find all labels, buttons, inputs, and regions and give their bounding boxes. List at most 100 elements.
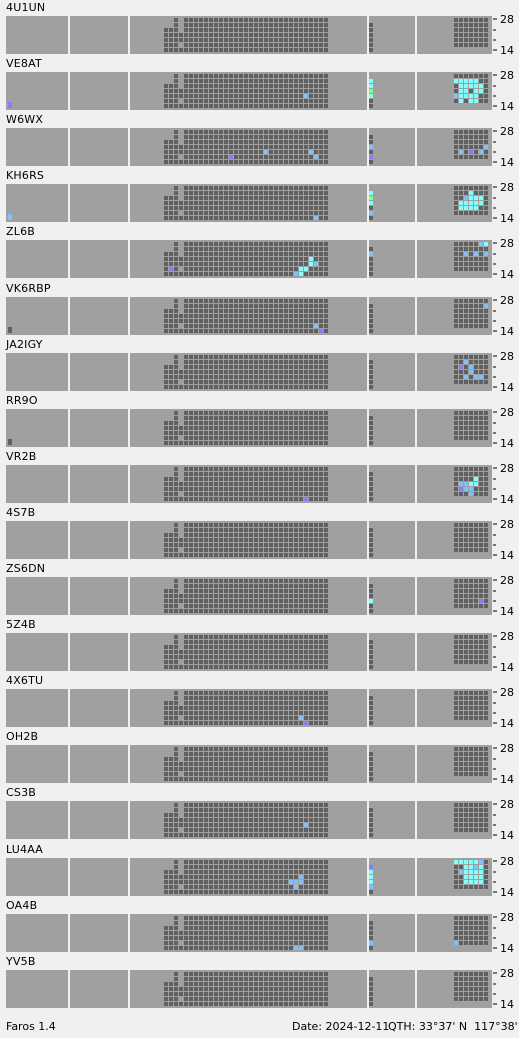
- schedule-cell: [264, 384, 268, 389]
- schedule-cell: [274, 486, 278, 491]
- schedule-cell: [474, 818, 478, 823]
- schedule-cell: [299, 89, 303, 94]
- schedule-cell: [484, 874, 488, 879]
- schedule-cell: [319, 808, 323, 813]
- schedule-cell: [194, 313, 198, 318]
- schedule-cell: [209, 645, 213, 650]
- schedule-cell: [234, 808, 238, 813]
- schedule-cell: [199, 364, 203, 369]
- schedule-cell: [169, 150, 173, 155]
- schedule-cell: [169, 48, 173, 52]
- schedule-cell: [219, 930, 223, 935]
- schedule-cell: [184, 242, 188, 247]
- schedule-cell: [309, 481, 313, 486]
- band-panel: [369, 296, 415, 335]
- schedule-cell: [274, 635, 278, 640]
- schedule-cell: [214, 48, 218, 52]
- schedule-cell: [194, 609, 198, 613]
- schedule-cell: [474, 940, 478, 945]
- schedule-cell: [479, 522, 483, 527]
- schedule-cell: [239, 818, 243, 823]
- schedule-cell: [224, 491, 228, 496]
- schedule-cell: [234, 94, 238, 99]
- schedule-cell: [299, 476, 303, 481]
- schedule-cell: [464, 471, 468, 476]
- schedule-cell: [269, 747, 273, 752]
- schedule-cell: [214, 935, 218, 940]
- schedule-cell: [189, 859, 193, 864]
- schedule-cell: [234, 130, 238, 135]
- schedule-cell: [214, 354, 218, 359]
- schedule-cell: [254, 99, 258, 104]
- schedule-cell: [459, 696, 463, 701]
- schedule-cell: [319, 104, 323, 109]
- schedule-cell: [304, 415, 308, 420]
- schedule-cell: [204, 496, 208, 501]
- schedule-cell: [204, 823, 208, 828]
- schedule-cell: [469, 532, 473, 537]
- schedule-cell: [229, 696, 233, 701]
- schedule-cell: [179, 150, 183, 155]
- schedule-cell: [454, 650, 458, 655]
- schedule-cell: [274, 940, 278, 945]
- schedule-cell: [199, 767, 203, 772]
- schedule-cell: [254, 89, 258, 94]
- schedule-cell: [204, 874, 208, 879]
- schedule-cell: [244, 747, 248, 752]
- band-panel: [70, 969, 128, 1008]
- schedule-cell: [239, 435, 243, 440]
- schedule-cell: [234, 691, 238, 696]
- schedule-cell: [369, 359, 373, 364]
- schedule-cell: [254, 925, 258, 930]
- beacon-callsign: 4X6TU: [6, 674, 44, 688]
- schedule-cell: [169, 308, 173, 313]
- schedule-cell: [294, 752, 298, 757]
- schedule-cell: [199, 645, 203, 650]
- schedule-cell: [174, 415, 178, 420]
- schedule-cell: [189, 762, 193, 767]
- schedule-cell: [299, 522, 303, 527]
- schedule-cell: [319, 28, 323, 32]
- schedule-cell: [284, 476, 288, 481]
- activity-marker: [8, 102, 12, 109]
- schedule-cell: [194, 818, 198, 823]
- schedule-cell: [284, 410, 288, 415]
- schedule-cell: [304, 242, 308, 247]
- schedule-cell: [314, 48, 318, 52]
- schedule-cell: [314, 471, 318, 476]
- schedule-cell: [179, 33, 183, 37]
- schedule-cell: [254, 211, 258, 216]
- schedule-cell: [459, 28, 463, 32]
- schedule-cell: [299, 430, 303, 435]
- schedule-cell: [274, 384, 278, 389]
- schedule-cell: [274, 803, 278, 808]
- schedule-cell: [234, 833, 238, 838]
- schedule-cell: [249, 267, 253, 272]
- schedule-cell: [244, 435, 248, 440]
- schedule-cell: [209, 150, 213, 155]
- schedule-cell: [239, 996, 243, 1001]
- schedule-cell: [219, 298, 223, 303]
- schedule-cell: [369, 145, 373, 150]
- schedule-cell: [304, 552, 308, 557]
- schedule-cell: [204, 242, 208, 247]
- schedule-cell: [459, 415, 463, 420]
- schedule-cell: [174, 935, 178, 940]
- schedule-cell: [469, 808, 473, 813]
- schedule-cell: [189, 721, 193, 726]
- schedule-cell: [459, 547, 463, 552]
- schedule-cell: [249, 879, 253, 884]
- schedule-cell: [259, 777, 263, 782]
- schedule-cell: [244, 706, 248, 711]
- schedule-cell: [269, 216, 273, 221]
- schedule-cell: [369, 486, 373, 491]
- schedule-cell: [179, 496, 183, 501]
- schedule-cell: [279, 323, 283, 328]
- schedule-cell: [274, 84, 278, 89]
- schedule-cell: [214, 874, 218, 879]
- schedule-cell: [194, 440, 198, 445]
- schedule-cell: [279, 140, 283, 145]
- schedule-cell: [484, 645, 488, 650]
- schedule-cell: [284, 374, 288, 379]
